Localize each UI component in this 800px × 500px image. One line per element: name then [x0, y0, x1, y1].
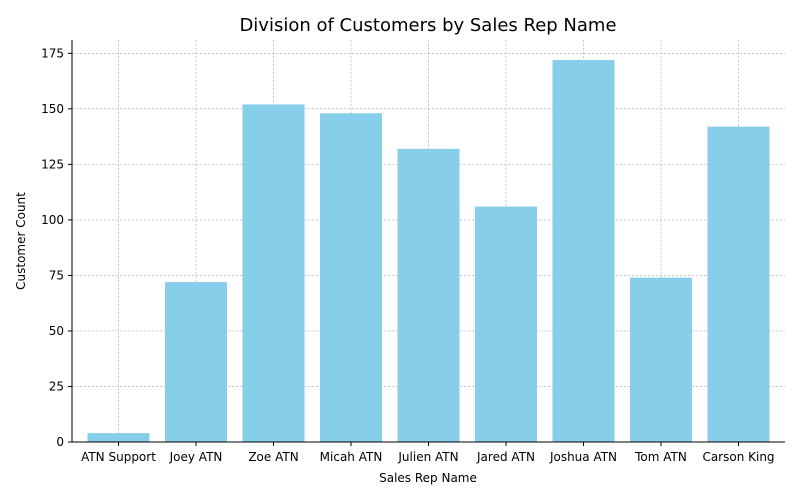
x-tick-label-4: Julien ATN [397, 450, 458, 464]
bar-4 [397, 148, 460, 442]
y-tick-label-3: 75 [49, 268, 64, 282]
bar-0 [87, 433, 150, 442]
bar-7 [630, 277, 692, 442]
y-tick-label-4: 100 [41, 213, 64, 227]
y-tick-label-7: 175 [41, 46, 64, 60]
y-axis-label: Customer Count [14, 192, 28, 290]
x-tick-label-1: Joey ATN [169, 450, 223, 464]
x-tick-label-8: Carson King [702, 450, 774, 464]
y-tick-label-2: 50 [49, 324, 64, 338]
y-tick-label-1: 25 [49, 379, 64, 393]
y-axis-ticks: 0 25 50 75 100 125 150 175 [41, 46, 72, 449]
bar-3 [320, 113, 382, 442]
x-axis-label: Sales Rep Name [379, 471, 477, 485]
bar-5 [475, 206, 537, 442]
x-tick-label-2: Zoe ATN [248, 450, 298, 464]
x-tick-label-7: Tom ATN [634, 450, 687, 464]
x-tick-label-3: Micah ATN [320, 450, 383, 464]
y-tick-label-5: 125 [41, 157, 64, 171]
x-axis-ticks: ATN Support Joey ATN Zoe ATN Micah ATN Julie… [81, 442, 775, 464]
bars-group [87, 59, 770, 443]
x-tick-label-0: ATN Support [81, 450, 156, 464]
y-tick-label-0: 0 [56, 435, 64, 449]
bar-8 [707, 126, 770, 443]
x-tick-label-5: Jared ATN [476, 450, 535, 464]
bar-6 [552, 59, 615, 442]
x-tick-label-6: Joshua ATN [549, 450, 617, 464]
bar-1 [165, 282, 227, 442]
y-tick-label-6: 150 [41, 102, 64, 116]
bar-2 [242, 104, 305, 442]
chart-title: Division of Customers by Sales Rep Name [239, 15, 616, 36]
